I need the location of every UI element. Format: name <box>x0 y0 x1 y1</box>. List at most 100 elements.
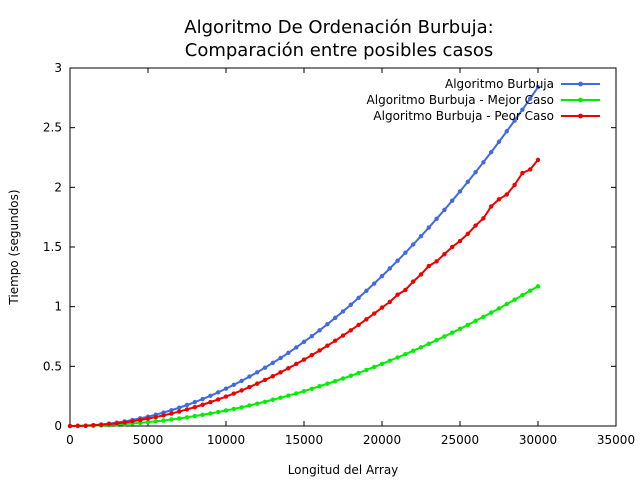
data-point <box>348 373 353 378</box>
data-point <box>434 337 439 343</box>
data-point <box>473 169 478 175</box>
data-point <box>216 397 221 402</box>
data-point <box>520 170 525 176</box>
data-point <box>395 355 400 360</box>
legend-item: Algoritmo Burbuja <box>445 77 600 91</box>
data-point <box>411 279 416 284</box>
data-point <box>184 415 190 420</box>
data-point <box>200 412 205 417</box>
data-point <box>309 352 314 358</box>
data-point <box>270 374 275 379</box>
data-point <box>169 417 174 422</box>
data-point <box>442 207 447 213</box>
data-point <box>192 413 197 419</box>
data-point <box>496 197 502 202</box>
y-tick-label: 0.5 <box>43 359 62 373</box>
data-point <box>504 192 509 197</box>
data-point <box>216 390 221 395</box>
data-point <box>184 407 190 412</box>
data-point <box>153 419 158 424</box>
data-point <box>528 288 533 293</box>
data-point <box>348 328 353 333</box>
data-point <box>411 348 416 354</box>
data-point <box>372 311 377 316</box>
data-point <box>356 295 361 301</box>
data-point <box>286 366 291 371</box>
chart-title: Algoritmo De Ordenación Burbuja: Compara… <box>184 17 493 61</box>
data-point <box>231 391 236 396</box>
data-point <box>465 322 470 328</box>
data-point <box>481 160 486 165</box>
data-point <box>278 355 283 361</box>
data-point <box>192 399 197 405</box>
data-point <box>294 361 299 367</box>
data-point <box>208 411 213 416</box>
data-point <box>255 401 260 406</box>
data-point <box>325 322 330 327</box>
data-point <box>426 225 431 230</box>
legend-item: Algoritmo Burbuja - Peor Caso <box>373 109 600 123</box>
data-point <box>496 139 502 144</box>
data-point <box>512 297 517 302</box>
data-point <box>200 402 205 407</box>
y-axis: 0 0.5 1 1.5 2 2.5 3 <box>43 61 616 433</box>
y-tick-label: 1.5 <box>43 240 62 254</box>
data-point <box>473 318 478 324</box>
data-point <box>99 422 104 428</box>
x-tick-label: 15000 <box>285 433 323 447</box>
data-point <box>145 416 151 421</box>
data-point <box>114 421 120 426</box>
data-point <box>387 358 392 363</box>
x-axis: 0 5000 10000 15000 20000 25000 30000 35000 <box>66 68 635 447</box>
data-point <box>442 334 447 339</box>
data-point <box>535 157 541 163</box>
data-point <box>161 418 166 423</box>
x-tick-label: 10000 <box>207 433 245 447</box>
data-point <box>418 233 424 239</box>
data-point <box>270 397 275 402</box>
data-point <box>403 250 408 255</box>
legend: Algoritmo Burbuja Algoritmo Burbuja - Mej… <box>367 77 600 123</box>
data-point <box>184 402 190 408</box>
x-tick-label: 30000 <box>519 433 557 447</box>
data-point <box>153 414 158 420</box>
data-point <box>465 179 470 185</box>
data-point <box>372 281 377 286</box>
data-point <box>379 305 385 310</box>
data-point <box>520 293 525 298</box>
data-point <box>145 419 151 425</box>
series-2 <box>67 284 541 429</box>
data-point <box>387 299 392 305</box>
data-point <box>442 251 447 257</box>
data-point <box>309 386 314 391</box>
data-point <box>208 399 213 405</box>
data-point <box>372 364 377 370</box>
data-point <box>239 405 244 410</box>
data-point <box>169 408 174 413</box>
data-point <box>512 182 517 188</box>
data-point <box>395 292 400 297</box>
data-point <box>426 263 431 269</box>
data-point <box>83 423 88 428</box>
x-tick-label: 35000 <box>597 433 635 447</box>
data-point <box>465 231 470 237</box>
data-point <box>364 288 369 293</box>
data-point <box>223 408 229 413</box>
data-point <box>325 343 330 348</box>
x-axis-label: Longitud del Array <box>288 463 399 477</box>
data-point <box>434 216 439 222</box>
legend-label: Algoritmo Burbuja - Mejor Caso <box>367 93 554 107</box>
y-tick-label: 3 <box>54 61 62 75</box>
data-point <box>535 84 541 90</box>
data-point <box>528 167 533 172</box>
y-tick-label: 2 <box>54 180 62 194</box>
x-tick-label: 5000 <box>133 433 164 447</box>
y-tick-label: 0 <box>54 419 62 433</box>
data-point <box>75 423 81 429</box>
data-point <box>450 330 455 335</box>
data-point <box>364 317 369 322</box>
series-line <box>69 86 539 427</box>
y-tick-label: 1 <box>54 300 62 314</box>
data-point <box>177 416 182 421</box>
